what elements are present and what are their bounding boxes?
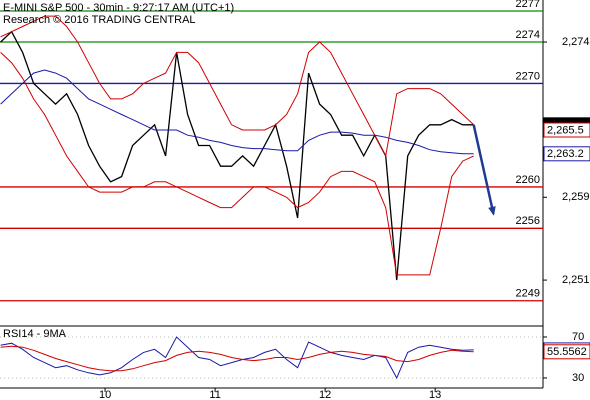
price-marker bbox=[543, 122, 590, 138]
price-marker bbox=[543, 146, 590, 162]
series-line bbox=[0, 69, 474, 155]
level-label: 2277 bbox=[516, 0, 540, 10]
level-label: 2249 bbox=[516, 288, 540, 300]
price-marker bbox=[543, 344, 590, 360]
series-line bbox=[0, 15, 475, 158]
x-tick-label: 13 bbox=[429, 389, 441, 400]
level-label: 2256 bbox=[516, 215, 540, 227]
y-tick-label: 70 bbox=[572, 331, 584, 343]
level-label: 2274 bbox=[516, 29, 540, 41]
price-marker-label: 2,263.2 bbox=[547, 148, 584, 160]
price-marker-label: 2,265.5 bbox=[547, 124, 584, 136]
y-tick-label: 2,251 bbox=[562, 274, 590, 286]
y-tick-label: 2,274 bbox=[562, 36, 590, 48]
forecast-arrow bbox=[472, 124, 495, 215]
level-label: 2270 bbox=[516, 70, 540, 82]
series-line bbox=[0, 336, 474, 380]
series-line bbox=[0, 345, 474, 372]
x-tick-label: 10 bbox=[99, 389, 111, 400]
level-label: 2260 bbox=[516, 174, 540, 186]
x-tick-label: 11 bbox=[209, 389, 220, 400]
price-marker-label: 55.5562 bbox=[547, 346, 587, 358]
chart-title: E-MINI S&P 500 - 30min - 9:27:17 AM (UTC… bbox=[3, 2, 234, 14]
forecast-arrowhead bbox=[488, 206, 496, 216]
x-tick-label: 12 bbox=[319, 389, 331, 400]
y-tick-label: 30 bbox=[572, 372, 584, 384]
panel-title: RSI14 - 9MA bbox=[3, 328, 67, 340]
series-line bbox=[0, 52, 474, 276]
y-tick-label: 2,259 bbox=[562, 191, 590, 203]
chart-subtitle: Research © 2016 TRADING CENTRAL bbox=[3, 14, 196, 26]
series-line bbox=[0, 30, 474, 281]
